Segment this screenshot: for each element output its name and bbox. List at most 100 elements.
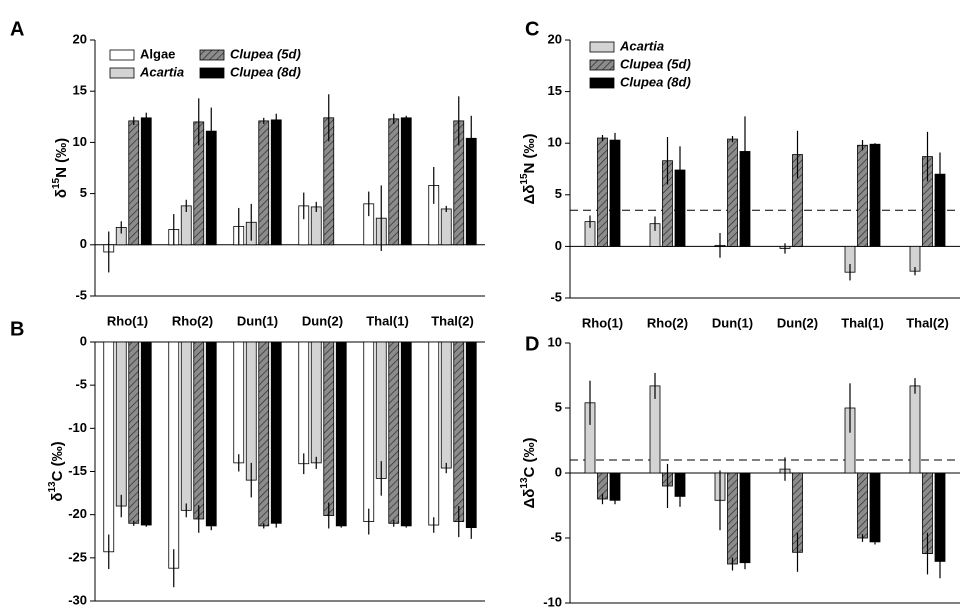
bar [649,385,661,474]
bar [609,472,621,501]
y-axis-label-part: δ [49,493,66,502]
legend-label: Clupea (8d) [620,74,691,89]
y-tick-label: 10 [548,135,562,150]
legend-swatch [589,59,615,71]
y-axis-label-part: N (‰) [53,138,70,178]
x-tick-label: Thal(2) [906,315,949,330]
y-axis-label: δ13C (‰) [47,441,66,501]
x-tick-label: Dun(1) [712,315,753,330]
bar [428,341,440,526]
y-tick-label: 0 [555,238,562,253]
y-tick-label: 10 [73,134,87,149]
y-tick-label: -10 [543,594,562,608]
bar [335,341,347,527]
bar [205,341,217,527]
panel-letter: C [525,18,539,40]
y-tick-label: 15 [548,83,562,98]
bar [388,341,400,524]
y-axis-label: Δδ15N (‰) [519,133,538,204]
legend-swatch [109,67,135,79]
bar [440,341,452,469]
bar [310,206,322,246]
y-axis-label: δ15N (‰) [51,138,70,198]
y-axis-label-part: N (‰) [521,133,538,173]
legend-swatch [109,49,135,61]
bar [258,120,270,246]
y-tick-label: 20 [73,31,87,46]
legend-label: Algae [140,46,175,61]
y-axis-label: Δδ13C (‰) [519,437,538,508]
bar [869,143,881,247]
bar [168,341,180,569]
legend-swatch [199,49,225,61]
bar [310,341,322,464]
bar [140,341,152,526]
y-tick-label: 10 [548,334,562,349]
y-tick-label: 0 [555,464,562,479]
legend-swatch [589,41,615,53]
legend-label: Clupea (5d) [620,56,691,71]
y-axis-label-part: 13 [519,477,530,489]
legend-label: Clupea (5d) [230,46,301,61]
bar [375,341,387,479]
bar [233,341,245,464]
bar [609,139,621,247]
bar [869,472,881,543]
legend-swatch [589,77,615,89]
bar [323,341,335,516]
x-tick-label: Dun(2) [777,315,818,330]
panel-letter: A [10,18,24,40]
x-tick-label: Rho(1) [582,315,623,330]
x-tick-label: Dun(1) [237,313,278,328]
bar [298,341,310,465]
bar [388,118,400,246]
bar [128,120,140,246]
y-tick-label: 0 [80,333,87,348]
bar [727,138,738,247]
y-tick-label: -5 [550,289,562,304]
bar [193,341,205,520]
bar [400,341,412,527]
bar [180,341,192,511]
panel-letter: D [525,333,539,355]
y-axis-label-part: 15 [51,177,62,189]
bar [597,137,608,247]
y-axis-label-part: C (‰) [49,441,66,481]
y-axis-label-part: 15 [519,173,530,185]
x-tick-label: Rho(2) [647,315,688,330]
y-axis-label-part: C (‰) [521,437,538,477]
y-tick-label: -5 [75,287,87,302]
bar [727,472,738,565]
y-tick-label: -5 [75,377,87,392]
y-tick-label: -30 [68,592,87,607]
bar [270,341,282,524]
legend-swatch [199,67,225,79]
y-tick-label: 20 [548,31,562,46]
x-tick-label: Dun(2) [302,313,343,328]
y-axis-label-part: 13 [47,481,58,493]
bar [857,144,868,247]
x-tick-label: Thal(1) [366,313,409,328]
y-axis-label-part: δ [53,189,70,198]
bar [909,385,921,474]
y-tick-label: -10 [68,420,87,435]
bar [465,341,477,529]
x-tick-label: Rho(2) [172,313,213,328]
x-tick-label: Thal(1) [841,315,884,330]
y-axis-label-part: Δδ [521,489,538,509]
bar [270,119,282,246]
y-tick-label: 0 [80,236,87,251]
y-tick-label: -20 [68,506,87,521]
bar [115,341,127,507]
y-tick-label: 15 [73,83,87,98]
y-tick-label: -5 [550,529,562,544]
legend-label: Acartia [139,64,184,79]
x-tick-label: Thal(2) [431,313,474,328]
y-axis-label-part: Δδ [521,185,538,205]
bar [363,341,375,522]
legend-label: Clupea (8d) [230,64,301,79]
bar [258,341,270,527]
x-tick-label: Rho(1) [107,313,148,328]
y-tick-label: -25 [68,549,87,564]
